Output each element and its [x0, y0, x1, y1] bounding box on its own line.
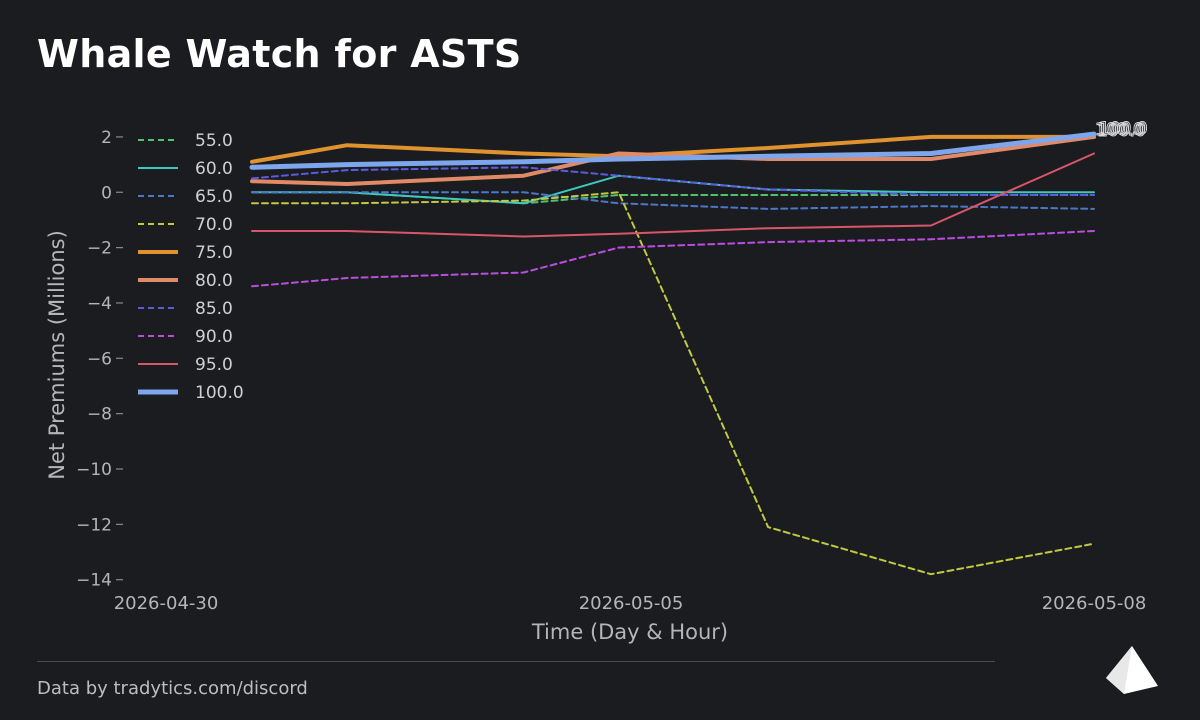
y-tick-label: −8 — [87, 405, 112, 425]
legend-label-75.0: 75.0 — [195, 243, 233, 263]
x-tick-label: 2026-04-30 — [114, 593, 219, 614]
legend-label-65.0: 65.0 — [195, 187, 233, 207]
x-axis-label: Time (Day & Hour) — [531, 620, 728, 644]
legend-label-90.0: 90.0 — [195, 327, 233, 347]
end-label: 100.0 — [1095, 120, 1144, 140]
series-line-100.0 — [249, 131, 1097, 170]
y-tick-label: −2 — [87, 239, 112, 259]
legend-label-60.0: 60.0 — [195, 159, 233, 179]
legend-label-100.0: 100.0 — [195, 383, 244, 403]
y-tick-label: −4 — [87, 294, 112, 314]
x-tick-label: 2026-05-05 — [579, 593, 684, 614]
x-tick-label: 2026-05-08 — [1042, 593, 1147, 614]
end-label: 100.0 — [1099, 119, 1148, 139]
y-tick-label: 0 — [101, 183, 112, 203]
y-tick-label: −10 — [76, 460, 112, 480]
legend-label-55.0: 55.0 — [195, 131, 233, 151]
end-label: 100.0 — [1097, 121, 1146, 141]
page-title: Whale Watch for ASTS — [37, 32, 522, 76]
legend-label-85.0: 85.0 — [195, 299, 233, 319]
series-line-70.0 — [251, 191, 1095, 576]
legend-label-95.0: 95.0 — [195, 355, 233, 375]
series-line-80.0 — [250, 134, 1096, 186]
y-tick-label: −12 — [76, 515, 112, 535]
series-line-90.0 — [251, 230, 1095, 288]
legend-label-80.0: 80.0 — [195, 271, 233, 291]
y-axis-label: Net Premiums (Millions) — [45, 230, 69, 480]
series-line-85.0 — [251, 166, 1095, 196]
y-tick-label: 2 — [101, 128, 112, 148]
series-line-75.0 — [250, 134, 1096, 164]
tradytics-logo-icon — [1104, 644, 1160, 700]
series-line-95.0 — [251, 152, 1095, 238]
y-tick-label: −6 — [87, 349, 112, 369]
series-line-65.0 — [251, 191, 1095, 210]
footer-divider — [37, 661, 995, 662]
footer-credit: Data by tradytics.com/discord — [37, 678, 308, 699]
legend-label-70.0: 70.0 — [195, 215, 233, 235]
y-tick-label: −14 — [76, 571, 112, 591]
